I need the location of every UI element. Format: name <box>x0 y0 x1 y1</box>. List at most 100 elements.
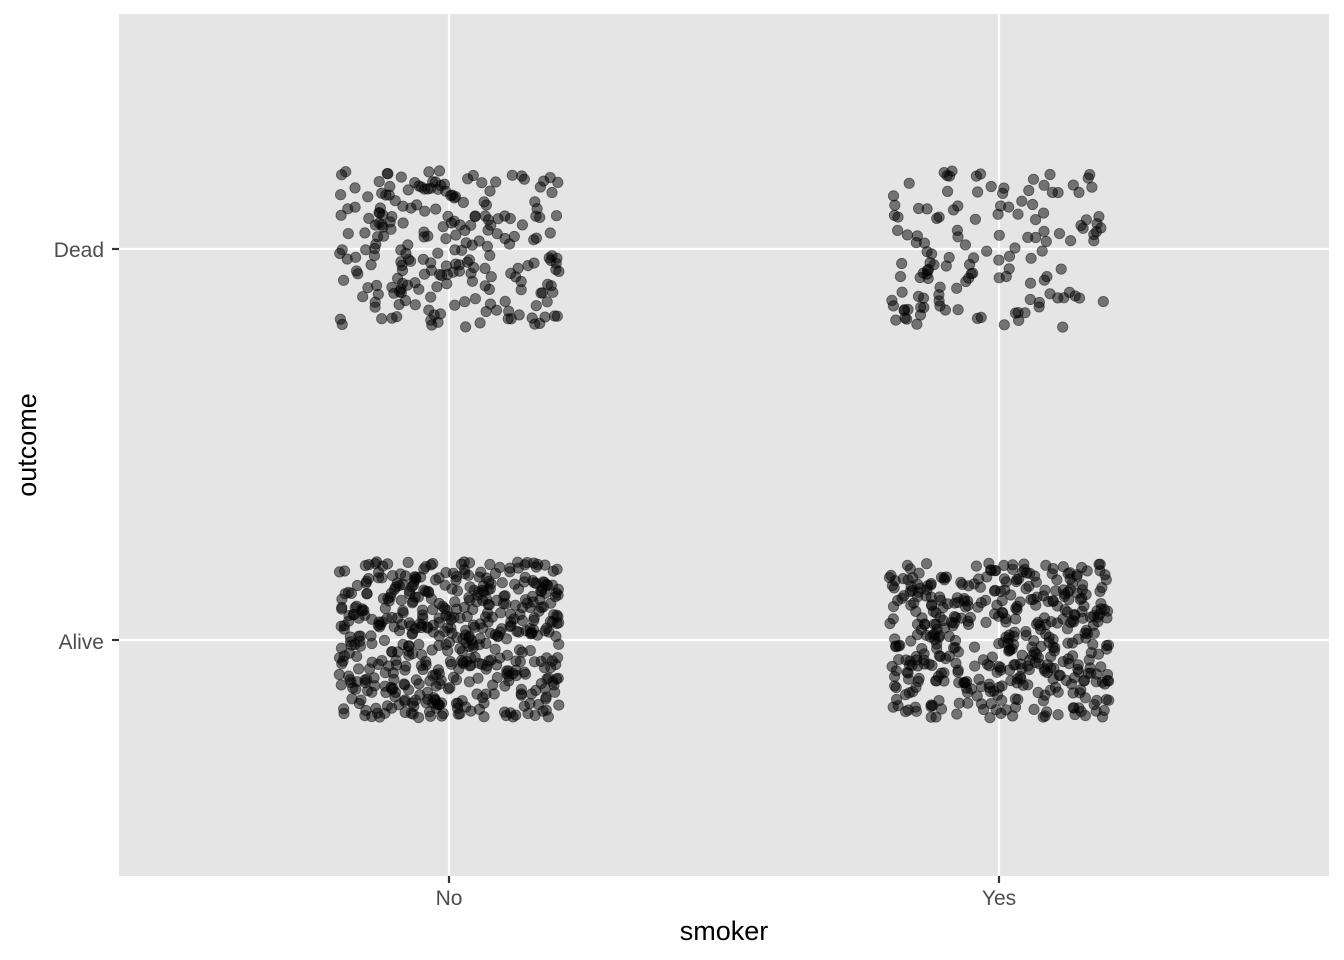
point-no-alive <box>463 676 475 688</box>
point-no-alive <box>436 710 448 722</box>
point-no-alive <box>413 678 425 690</box>
point-yes-dead <box>888 209 901 221</box>
point-yes-dead <box>993 254 1005 266</box>
point-yes-alive <box>930 675 943 687</box>
point-yes-alive <box>887 613 899 625</box>
point-yes-alive <box>959 601 972 613</box>
point-no-dead <box>425 314 437 326</box>
point-yes-dead <box>901 229 914 241</box>
point-no-dead <box>362 191 374 203</box>
point-no-alive <box>550 630 562 643</box>
point-no-dead <box>449 299 461 311</box>
point-no-alive <box>335 642 348 654</box>
point-yes-dead <box>967 267 979 279</box>
point-yes-dead <box>1027 173 1040 185</box>
point-no-alive <box>415 621 427 634</box>
point-yes-dead <box>1025 252 1037 264</box>
point-yes-dead <box>993 229 1005 241</box>
point-no-alive <box>551 563 563 575</box>
point-no-dead <box>357 291 369 303</box>
point-no-alive <box>378 634 390 647</box>
point-no-dead <box>373 207 385 219</box>
point-no-alive <box>333 668 345 681</box>
point-yes-alive <box>1066 637 1079 649</box>
point-no-dead <box>534 317 546 329</box>
point-no-alive <box>430 702 442 714</box>
point-no-alive <box>522 707 534 720</box>
point-no-alive <box>504 566 516 578</box>
point-yes-alive <box>912 660 924 672</box>
point-yes-alive <box>901 559 914 572</box>
point-yes-alive <box>1066 577 1079 589</box>
point-no-alive <box>553 699 565 711</box>
point-yes-dead <box>947 204 960 216</box>
point-yes-alive <box>972 601 984 613</box>
point-no-alive <box>379 680 391 692</box>
point-no-dead <box>418 183 431 195</box>
point-yes-alive <box>1103 675 1115 687</box>
point-yes-alive <box>1039 584 1051 596</box>
point-no-dead <box>469 293 481 305</box>
point-no-dead <box>427 176 439 188</box>
point-no-alive <box>406 597 418 609</box>
point-no-alive <box>453 663 465 675</box>
point-yes-alive <box>1058 590 1071 603</box>
point-no-dead <box>336 318 348 330</box>
point-no-dead <box>469 210 481 222</box>
point-yes-alive <box>913 567 925 579</box>
point-no-alive <box>480 637 492 650</box>
point-yes-alive <box>959 677 971 689</box>
point-yes-alive <box>893 653 905 666</box>
point-no-alive <box>542 711 554 723</box>
point-no-alive <box>347 682 359 694</box>
point-no-alive <box>440 566 452 579</box>
point-yes-alive <box>975 698 988 710</box>
point-yes-dead <box>997 187 1009 199</box>
point-no-alive <box>480 663 492 675</box>
point-no-alive <box>521 556 533 569</box>
point-no-alive <box>535 677 547 690</box>
point-no-alive <box>515 689 528 701</box>
point-yes-dead <box>952 304 964 316</box>
point-yes-alive <box>1050 585 1062 597</box>
point-no-dead <box>476 177 488 189</box>
point-no-alive <box>519 668 532 680</box>
point-yes-alive <box>970 560 983 572</box>
point-no-alive <box>471 688 483 700</box>
point-no-dead <box>457 196 469 208</box>
point-no-dead <box>419 205 431 217</box>
point-yes-dead <box>911 318 923 330</box>
point-yes-dead <box>1036 245 1048 257</box>
point-no-alive <box>349 638 361 651</box>
point-yes-dead <box>1038 179 1050 191</box>
point-yes-dead <box>1073 292 1086 304</box>
point-no-dead <box>369 301 381 313</box>
point-yes-dead <box>1038 207 1050 219</box>
point-yes-dead <box>970 170 983 182</box>
point-yes-alive <box>994 585 1007 598</box>
point-yes-dead <box>1063 286 1076 298</box>
point-yes-dead <box>1075 219 1087 232</box>
point-yes-alive <box>926 599 938 611</box>
point-yes-alive <box>1051 600 1064 612</box>
point-no-alive <box>345 587 357 600</box>
point-yes-alive <box>930 618 942 630</box>
point-yes-dead <box>1038 274 1051 286</box>
point-yes-alive <box>1047 641 1059 653</box>
point-yes-alive <box>930 711 942 723</box>
point-no-dead <box>505 313 517 325</box>
point-no-alive <box>369 557 381 570</box>
point-yes-dead <box>917 292 930 304</box>
point-no-alive <box>432 664 444 676</box>
point-yes-dead <box>1003 263 1015 275</box>
point-yes-dead <box>1030 231 1042 244</box>
point-no-alive <box>361 588 373 600</box>
point-no-alive <box>420 585 432 597</box>
point-yes-alive <box>1079 674 1091 687</box>
point-yes-alive <box>935 571 948 584</box>
point-no-dead <box>550 210 563 222</box>
point-no-alive <box>355 694 367 706</box>
point-no-dead <box>468 261 480 274</box>
point-no-dead <box>483 283 495 295</box>
